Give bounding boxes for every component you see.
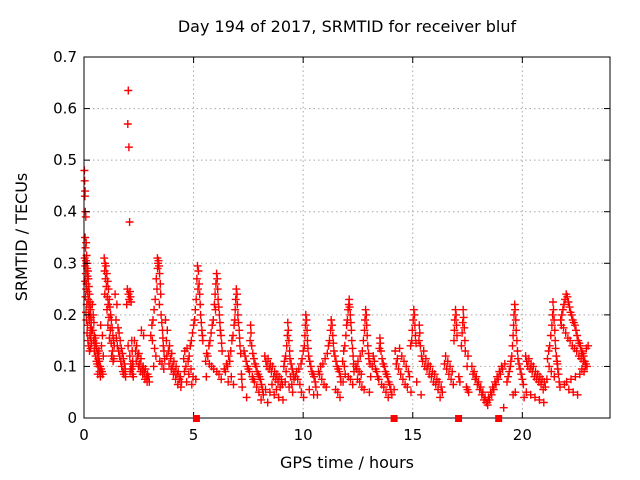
y-tick-label: 0 [67, 409, 77, 427]
y-tick-label: 0.7 [53, 48, 77, 66]
plot-border [83, 56, 611, 419]
chart-title: Day 194 of 2017, SRMTID for receiver blu… [178, 17, 517, 36]
square-marker [455, 415, 463, 422]
tick-labels: 0 5 10 15 20 0 0.1 0.2 0.3 0.4 0.5 0.6 0.7 [53, 48, 532, 444]
square-marker [390, 415, 398, 422]
event-markers [192, 415, 503, 422]
x-axis-label: GPS time / hours [280, 453, 414, 472]
square-marker [495, 415, 503, 422]
y-tick-label: 0.5 [53, 151, 77, 169]
x-tick-label: 0 [79, 426, 89, 444]
gridlines [84, 57, 610, 418]
square-marker [192, 415, 200, 422]
plus-markers-path [80, 86, 593, 412]
x-tick-label: 15 [403, 426, 422, 444]
x-tick-label: 10 [294, 426, 313, 444]
x-tick-label: 20 [513, 426, 532, 444]
x-tick-label: 5 [189, 426, 199, 444]
data-points [80, 86, 593, 412]
y-tick-label: 0.6 [53, 100, 77, 118]
y-tick-label: 0.2 [53, 306, 77, 324]
y-tick-label: 0.4 [53, 203, 77, 221]
y-axis-label: SRMTID / TECUs [12, 173, 31, 302]
y-tick-label: 0.3 [53, 254, 77, 272]
y-tick-label: 0.1 [53, 357, 77, 375]
